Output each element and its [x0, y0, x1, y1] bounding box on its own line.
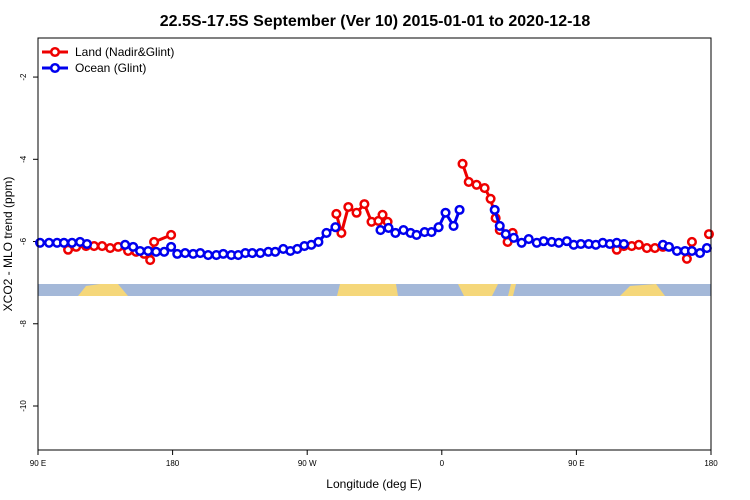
- data-point: [120, 239, 131, 250]
- data-point: [58, 237, 70, 248]
- data-point: [479, 183, 490, 194]
- data-point: [489, 204, 500, 215]
- data-point: [66, 237, 78, 248]
- data-point: [247, 247, 258, 259]
- data-point: [703, 229, 714, 240]
- data-point: [494, 220, 505, 231]
- data-point: [35, 237, 46, 248]
- data-point: [203, 250, 214, 261]
- data-point: [538, 236, 549, 247]
- land-strip: [508, 284, 516, 296]
- data-point: [149, 236, 160, 247]
- legend-label: Ocean (Glint): [75, 61, 146, 75]
- land-mask: [38, 284, 711, 296]
- data-point: [43, 237, 55, 248]
- data-point: [128, 241, 139, 252]
- data-point: [463, 176, 474, 187]
- y-axis-label: XCO2 - MLO trend (ppm): [1, 177, 15, 312]
- data-point: [686, 236, 697, 247]
- y-tick-label: -6: [19, 237, 28, 245]
- chart-title: 22.5S-17.5S September (Ver 10) 2015-01-0…: [160, 13, 591, 30]
- legend-marker: [49, 62, 61, 74]
- data-point: [330, 222, 341, 233]
- x-axis-label: Longitude (deg E): [326, 477, 421, 491]
- data-point: [681, 253, 692, 264]
- data-point: [180, 247, 191, 259]
- data-point: [313, 236, 324, 247]
- land-strip: [78, 284, 128, 296]
- data-point: [255, 247, 266, 259]
- data-point: [377, 209, 388, 220]
- data-point: [375, 224, 386, 236]
- data-point: [471, 179, 482, 190]
- x-tick-label: 90 W: [298, 459, 317, 468]
- data-point: [523, 234, 534, 245]
- data-point: [701, 243, 712, 254]
- legend-marker: [49, 46, 61, 58]
- data-point: [671, 245, 683, 257]
- data-point: [694, 247, 706, 259]
- data-point: [145, 254, 156, 266]
- x-tick-label: 90 E: [568, 459, 584, 468]
- data-point: [151, 246, 162, 257]
- data-point: [433, 222, 444, 233]
- data-point: [641, 243, 652, 254]
- y-tick-label: -8: [19, 320, 28, 328]
- data-point: [351, 207, 362, 218]
- x-tick-label: 90 E: [30, 459, 46, 468]
- data-point: [411, 229, 422, 241]
- data-point: [63, 244, 74, 255]
- data-point: [270, 246, 281, 257]
- data-point: [553, 237, 564, 248]
- data-point: [359, 199, 370, 210]
- plot-frame: [37, 37, 712, 451]
- y-tick-label: -2: [19, 73, 28, 81]
- data-point: [426, 227, 437, 238]
- data-point: [195, 247, 206, 259]
- data-point: [686, 245, 697, 257]
- data-point: [485, 193, 496, 204]
- legend-label: Land (Nadir&Glint): [75, 45, 174, 59]
- data-point: [575, 238, 586, 250]
- data-point: [390, 227, 401, 238]
- data-point: [440, 207, 451, 218]
- data-point: [508, 232, 519, 243]
- land-strip: [620, 284, 665, 296]
- land-strip: [337, 284, 398, 296]
- data-point: [454, 204, 465, 215]
- data-point: [448, 220, 459, 231]
- data-point: [172, 248, 183, 259]
- data-point: [663, 241, 674, 252]
- x-tick-label: 180: [704, 459, 718, 468]
- data-point: [105, 243, 116, 254]
- data-point: [81, 238, 93, 250]
- data-point: [343, 201, 354, 213]
- x-tick-label: 180: [166, 459, 180, 468]
- data-point: [166, 241, 177, 252]
- x-tick-label: 0: [440, 459, 445, 468]
- data-point: [457, 158, 468, 169]
- data-point: [159, 246, 170, 257]
- data-point: [500, 229, 511, 240]
- data-point: [331, 208, 342, 220]
- data-point: [218, 248, 229, 259]
- data-point: [166, 229, 177, 241]
- data-point: [336, 227, 347, 238]
- data-point: [135, 245, 146, 257]
- data-point: [321, 227, 332, 238]
- y-tick-label: -10: [19, 400, 28, 412]
- data-point: [97, 241, 108, 252]
- data-point: [383, 222, 394, 234]
- y-tick-label: -4: [19, 155, 28, 163]
- land-strip: [458, 284, 498, 296]
- data-point: [618, 238, 629, 250]
- data-point: [143, 245, 154, 257]
- data-point: [633, 239, 644, 250]
- data-point: [649, 243, 660, 254]
